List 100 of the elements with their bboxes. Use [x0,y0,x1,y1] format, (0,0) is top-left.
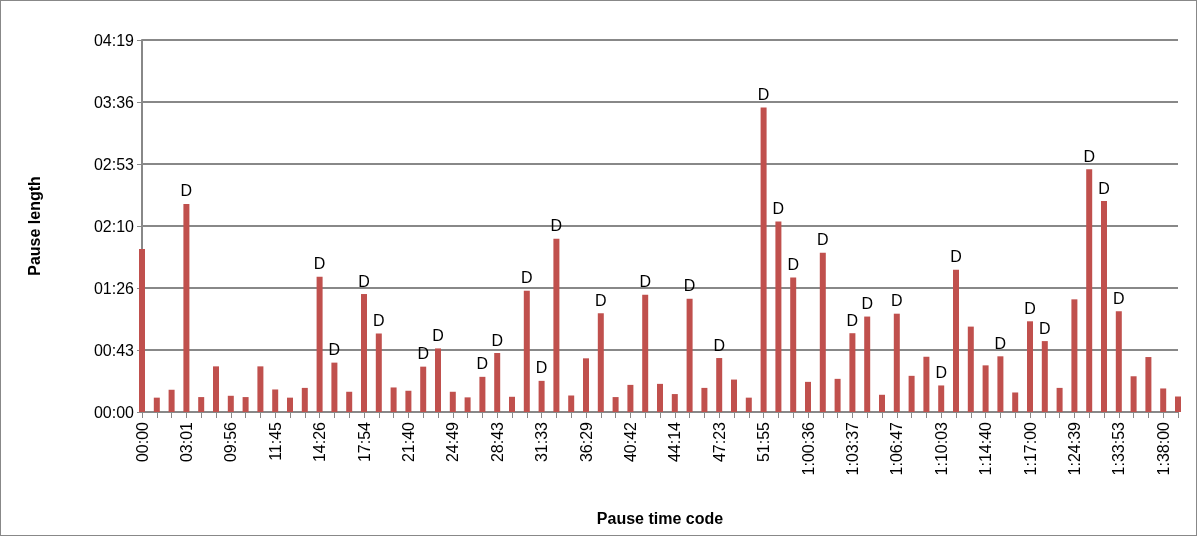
bar [819,252,826,412]
x-tick-label: 1:17:00 [1021,421,1039,476]
bar [361,294,367,412]
bar [583,358,589,412]
data-label: D [639,273,651,291]
bar [716,358,723,412]
bar [464,397,471,412]
bar [1101,201,1107,412]
bar [982,365,989,412]
bar [553,238,560,412]
bar [213,366,219,412]
data-label: D [861,295,873,313]
x-tick-label: 40:42 [621,421,639,463]
bar [479,376,486,412]
bar [745,397,752,412]
data-label: D [1024,299,1036,317]
data-label: D [1039,319,1051,337]
bar [597,313,604,412]
x-tick-label: 1:03:37 [843,421,861,476]
x-tick-label: 1:10:03 [932,421,950,476]
bar [1027,321,1033,412]
x-tick-label: 44:14 [666,421,684,463]
x-tick-label: 36:29 [577,421,595,463]
bar [1071,299,1078,412]
x-tick-label: 14:26 [311,421,329,463]
data-label: D [373,312,385,329]
x-tick-label: 1:38:00 [1154,421,1172,476]
y-tick-label: 02:53 [93,155,135,173]
bar [1115,311,1122,412]
bar [523,290,530,412]
bar [834,378,841,412]
bar [1012,392,1019,412]
data-label: D [535,359,548,377]
bar [435,348,441,412]
bar [953,269,959,412]
bar [1130,376,1137,412]
data-label: D [328,341,341,359]
bar [686,298,693,412]
data-label: D [817,231,829,249]
bar [1145,357,1152,412]
y-tick-label: 00:00 [93,403,135,421]
bar [257,366,264,412]
bar [405,390,412,412]
y-tick-label: 03:36 [93,93,135,111]
bar [775,221,782,412]
bar [879,394,885,412]
data-label: D [994,334,1007,352]
x-tick-label: 1:24:39 [1065,421,1083,476]
data-label: D [772,200,785,218]
bar [272,389,279,412]
bar [805,381,811,412]
bar [287,397,293,412]
bar [1175,396,1181,412]
bar [198,397,205,412]
bar [1160,388,1167,412]
data-label: D [757,86,770,104]
bar [375,333,382,412]
x-tick-label: 51:55 [755,421,773,463]
bar [701,387,708,412]
y-tick-label: 00:43 [93,341,135,359]
bar [1056,387,1063,412]
data-label: D [521,269,533,287]
x-tick-label: 24:49 [444,421,462,463]
bar [538,380,545,412]
bar [316,276,323,412]
bar [612,397,619,412]
y-tick-label: 02:10 [93,217,135,235]
bar [449,391,456,412]
data-label: D [787,256,799,274]
bar [183,203,190,412]
bar [346,391,353,412]
x-tick-label: 31:33 [533,421,551,463]
bar [908,375,915,412]
data-label: D [713,336,725,354]
x-tick-label: 09:56 [222,421,240,463]
bar [420,366,427,412]
x-tick-label: 21:40 [399,421,417,463]
bar [967,326,974,412]
bar [657,383,663,412]
data-label: D [595,291,607,309]
bar [642,294,649,412]
x-tick-label: 17:54 [355,421,373,463]
y-axis-title: Pause length [25,176,43,276]
x-tick-label: 03:01 [177,421,195,463]
y-tick-label: 01:26 [93,279,135,297]
bar [242,397,249,412]
bar [923,356,930,412]
x-tick-label: 28:43 [488,421,506,463]
bar [997,356,1004,412]
data-label: D [950,248,962,266]
bar [331,362,338,412]
bar [139,249,145,412]
y-tick-label: 04:19 [93,31,135,49]
x-tick-label: 11:45 [266,421,284,461]
data-label: D [683,277,696,295]
bar [760,107,767,412]
bar [301,387,308,412]
data-label: D [417,345,429,363]
x-tick-label: 47:23 [710,421,728,463]
bar [1041,341,1048,412]
